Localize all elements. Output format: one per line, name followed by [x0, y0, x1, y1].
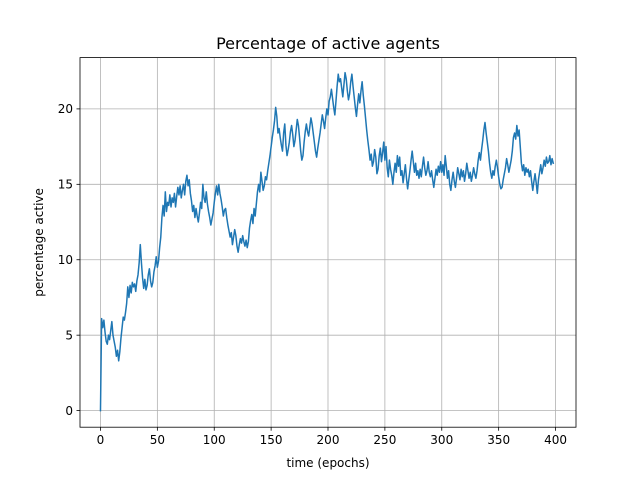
x-axis: 0 50 100 150 200 250 300 350 400	[97, 427, 567, 447]
x-tick-label: 400	[544, 433, 567, 447]
x-tick-label: 0	[97, 433, 105, 447]
x-axis-label: time (epochs)	[286, 456, 369, 470]
x-tick-label: 150	[260, 433, 283, 447]
x-tick-label: 350	[487, 433, 510, 447]
series-layer	[99, 71, 555, 412]
y-axis: 0 5 10 15 20	[58, 102, 80, 418]
chart-title: Percentage of active agents	[216, 34, 440, 53]
y-tick-label: 15	[58, 178, 73, 192]
x-tick-label: 200	[317, 433, 340, 447]
x-tick-label: 250	[373, 433, 396, 447]
y-tick-label: 5	[65, 328, 73, 342]
y-tick-label: 10	[58, 253, 73, 267]
y-axis-label: percentage active	[32, 188, 46, 297]
series-line	[99, 71, 555, 412]
x-tick-label: 100	[203, 433, 226, 447]
x-tick-label: 50	[150, 433, 165, 447]
y-tick-label: 20	[58, 102, 73, 116]
y-tick-label: 0	[65, 404, 73, 418]
x-tick-label: 300	[430, 433, 453, 447]
